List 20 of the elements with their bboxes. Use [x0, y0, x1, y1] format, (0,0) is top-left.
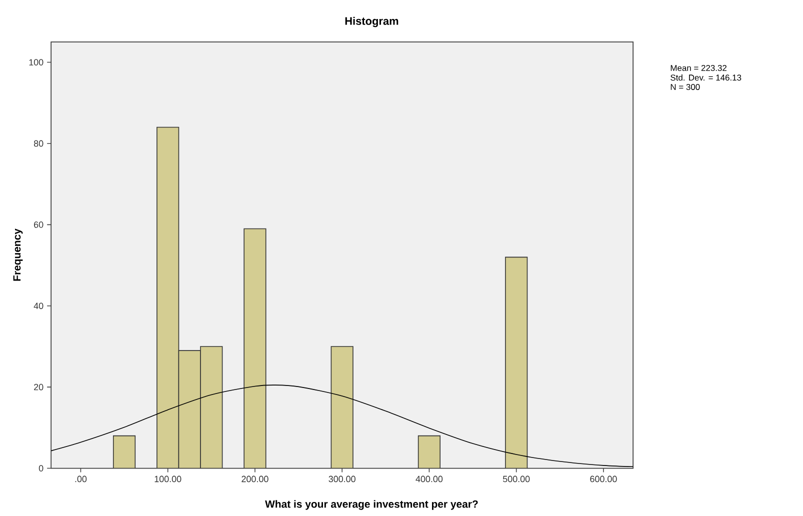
- x-tick-label: .00: [75, 476, 87, 482]
- chart-title: Histogram: [345, 16, 398, 28]
- y-tick-label: 20: [34, 384, 44, 390]
- x-tick-label: 500.00: [502, 476, 530, 482]
- y-tick-label: 80: [34, 140, 44, 147]
- x-axis-title: What is your average investment per year?: [265, 500, 478, 510]
- text: Std. Dev. = 146.13: [670, 74, 742, 81]
- x-tick-label: 600.00: [590, 476, 617, 482]
- y-axis-title: Frequency: [13, 228, 23, 281]
- y-tick-label: 0: [38, 465, 44, 472]
- y-tick-label: 60: [34, 222, 44, 228]
- y-tick-label: 40: [34, 302, 44, 310]
- x-tick-label: 200.00: [242, 476, 268, 482]
- text: Mean = 223.32: [670, 65, 726, 71]
- x-tick-label: 400.00: [416, 476, 443, 482]
- y-tick-label: 100: [29, 59, 44, 66]
- text: N = 300: [670, 84, 700, 90]
- line-series: [51, 384, 634, 468]
- x-tick-label: 300.00: [328, 476, 356, 482]
- x-tick-label: 100.00: [154, 476, 182, 482]
